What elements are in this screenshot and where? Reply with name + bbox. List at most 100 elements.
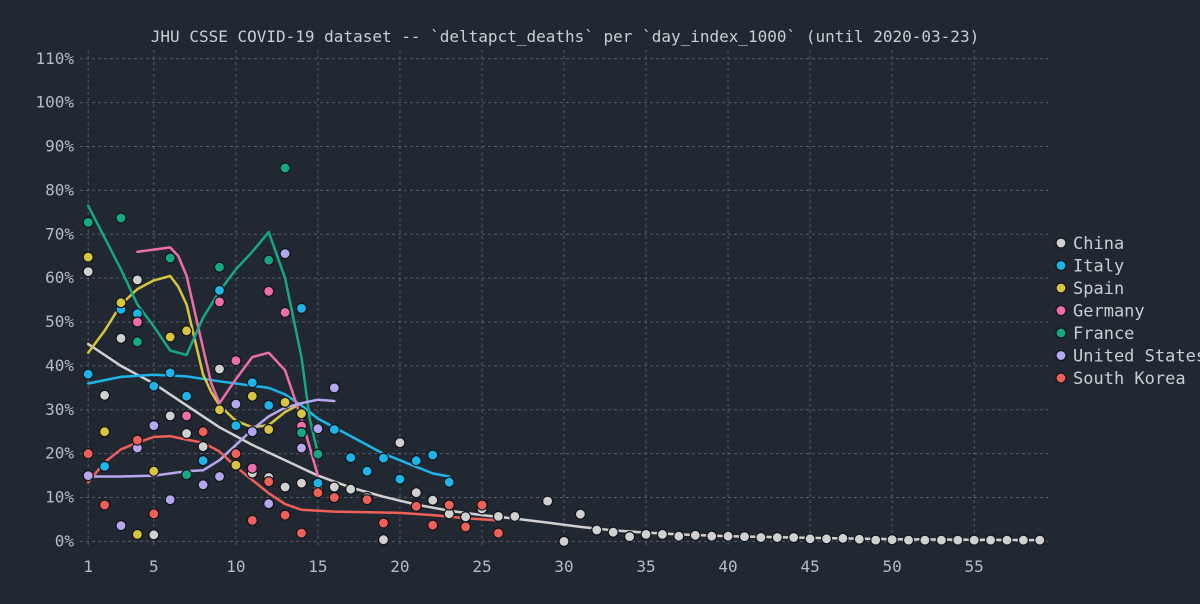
data-point xyxy=(460,521,472,533)
data-point xyxy=(131,316,143,328)
data-point xyxy=(197,426,209,438)
legend-label: United States xyxy=(1073,347,1200,367)
data-point xyxy=(279,396,291,408)
data-point xyxy=(82,266,94,278)
data-point xyxy=(574,508,587,520)
data-point xyxy=(443,476,455,488)
data-point xyxy=(181,427,193,440)
data-point xyxy=(410,455,422,467)
data-point xyxy=(427,494,439,506)
data-point xyxy=(361,494,373,506)
data-point xyxy=(213,363,226,375)
data-point xyxy=(837,532,849,544)
y-tick-label: 110% xyxy=(35,49,74,68)
grid xyxy=(80,50,1048,548)
data-point xyxy=(246,514,258,527)
legend-swatch xyxy=(1055,282,1067,294)
data-point xyxy=(295,408,308,420)
y-tick-label: 40% xyxy=(45,356,74,375)
data-point xyxy=(345,483,357,495)
data-point xyxy=(213,296,226,308)
data-point xyxy=(607,526,619,538)
data-point xyxy=(181,325,193,337)
data-point xyxy=(148,420,160,432)
data-point xyxy=(82,216,94,228)
data-point xyxy=(312,477,324,489)
data-point xyxy=(164,367,176,379)
data-point xyxy=(312,448,324,460)
x-tick-label: 45 xyxy=(800,557,819,576)
data-point xyxy=(181,390,193,402)
y-tick-label: 20% xyxy=(45,444,74,463)
data-point xyxy=(492,527,504,539)
data-point xyxy=(328,491,340,504)
x-tick-label: 30 xyxy=(554,557,573,576)
data-point xyxy=(460,511,472,523)
y-tick-label: 0% xyxy=(55,531,75,550)
data-point xyxy=(148,380,160,392)
legend-swatch xyxy=(1055,349,1067,362)
data-point xyxy=(279,481,291,493)
data-point xyxy=(345,452,357,464)
data-point xyxy=(870,534,882,546)
data-point xyxy=(394,473,406,485)
x-tick-label: 55 xyxy=(965,557,984,576)
chart-title: JHU CSSE COVID-19 dataset -- `deltapct_d… xyxy=(151,27,979,46)
data-points xyxy=(82,162,1046,548)
x-tick-label: 35 xyxy=(636,557,655,576)
data-point xyxy=(115,212,127,224)
legend-label: Italy xyxy=(1073,257,1124,277)
data-point xyxy=(541,495,554,507)
data-point xyxy=(558,535,570,548)
data-point xyxy=(1017,534,1030,546)
data-point xyxy=(263,285,275,297)
data-point xyxy=(328,382,340,394)
legend-label: Spain xyxy=(1073,279,1124,299)
data-point xyxy=(131,336,143,348)
data-point xyxy=(279,162,291,174)
data-point xyxy=(1001,534,1013,546)
x-tick-label: 50 xyxy=(883,557,902,576)
data-point xyxy=(295,427,308,439)
data-point xyxy=(230,355,242,367)
legend-swatch xyxy=(1055,304,1067,317)
data-point xyxy=(197,479,209,491)
data-point xyxy=(706,530,718,542)
data-point xyxy=(246,426,258,438)
y-tick-label: 80% xyxy=(45,180,74,199)
data-point xyxy=(82,470,94,482)
data-point xyxy=(377,517,390,529)
data-point xyxy=(443,499,455,511)
data-point xyxy=(98,499,111,511)
x-tick-label: 5 xyxy=(149,557,159,576)
data-point xyxy=(410,487,422,499)
data-point xyxy=(377,534,390,546)
x-tick-label: 1 xyxy=(83,557,93,576)
data-point xyxy=(98,389,111,401)
data-point xyxy=(263,423,275,436)
data-point xyxy=(197,455,209,467)
data-point xyxy=(952,534,964,546)
data-point xyxy=(722,530,734,542)
data-point xyxy=(295,477,308,489)
data-point xyxy=(919,534,931,546)
data-point xyxy=(181,410,193,422)
x-tick-label: 15 xyxy=(308,557,327,576)
y-tick-label: 50% xyxy=(45,312,74,331)
data-point xyxy=(82,368,94,380)
data-point xyxy=(148,508,160,520)
y-tick-label: 70% xyxy=(45,224,74,243)
data-point xyxy=(197,441,209,453)
data-point xyxy=(377,452,390,464)
data-point xyxy=(656,528,669,541)
data-point xyxy=(853,533,865,545)
data-point xyxy=(623,530,636,543)
data-point xyxy=(115,332,127,344)
data-point xyxy=(246,462,258,474)
y-tick-label: 60% xyxy=(45,268,74,287)
data-point xyxy=(935,534,948,546)
data-point xyxy=(131,434,143,446)
